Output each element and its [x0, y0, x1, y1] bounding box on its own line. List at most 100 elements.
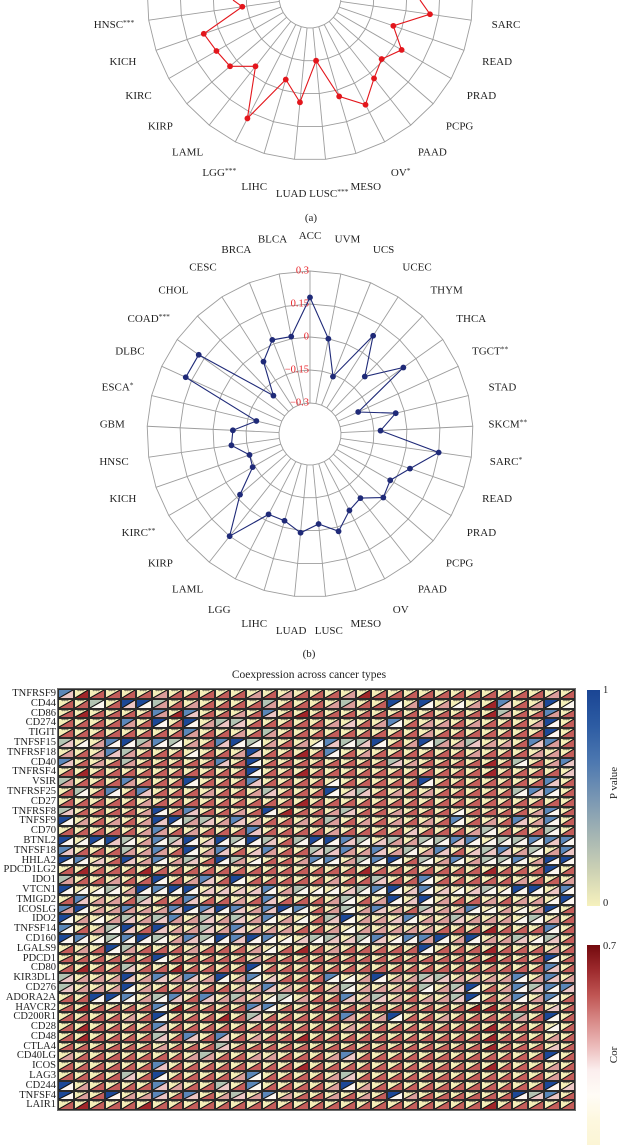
significance-stars: ***	[108, 845, 116, 852]
data-point	[200, 30, 207, 37]
heatmap-cell: ***	[340, 933, 356, 944]
significance-stars: ***	[327, 708, 335, 715]
significance-stars: ***	[546, 747, 555, 754]
significance-stars: ***	[233, 963, 241, 970]
grid-spoke	[148, 0, 280, 21]
heatmap-cell: ***	[293, 747, 309, 758]
significance-stars: ***	[155, 728, 163, 735]
heatmap-cell: ***	[512, 943, 529, 954]
significance-stars: ***	[531, 777, 539, 784]
significance-stars: ***	[249, 1022, 257, 1029]
significance-stars: ***	[531, 1031, 539, 1038]
heatmap-cell: ***	[355, 777, 372, 787]
significance-stars: ***	[531, 894, 539, 901]
heatmap-cell: ***	[214, 786, 231, 797]
significance-stars: ***	[280, 796, 288, 803]
heatmap-cell: ***	[199, 865, 215, 876]
heatmap-cell: ***	[340, 963, 356, 974]
significance-stars: ***	[280, 1002, 288, 1009]
significance-stars: ***	[296, 875, 304, 882]
heatmap-cell: ***	[496, 884, 513, 895]
heatmap-cell: ***	[496, 1051, 513, 1062]
heatmap-cell: ***	[340, 1022, 356, 1032]
heatmap-cell: ***	[136, 1061, 153, 1072]
heatmap-cell: ***	[105, 875, 121, 885]
heatmap-cell: ***	[449, 826, 466, 836]
significance-stars: ***	[484, 904, 492, 911]
significance-stars: ***	[499, 718, 508, 725]
significance-stars: ***	[170, 796, 179, 803]
significance-stars: ***	[296, 1041, 304, 1048]
significance-stars: ***	[452, 1012, 461, 1019]
heatmap-cell	[512, 992, 529, 1003]
heatmap-cell: ***	[559, 796, 576, 807]
heatmap-cell: ***	[183, 747, 200, 758]
heatmap-cell	[183, 1090, 200, 1101]
heatmap-cell: ***	[465, 1090, 482, 1101]
heatmap-cell	[340, 904, 356, 915]
heatmap-cell: ***	[261, 1041, 278, 1052]
significance-stars: ***	[202, 718, 210, 725]
heatmap-cell: ***	[277, 845, 294, 856]
heatmap-cell	[214, 1041, 231, 1052]
significance-stars: ***	[296, 718, 304, 725]
data-point	[357, 495, 364, 502]
heatmap-cell	[387, 835, 403, 846]
heatmap-cell: ***	[528, 698, 544, 709]
heatmap-cell: ***	[167, 1041, 184, 1052]
axis-label-kich: KICH	[109, 55, 136, 67]
heatmap-cell	[152, 884, 168, 895]
heatmap-cell: ***	[293, 1061, 309, 1072]
grid-spoke	[340, 437, 472, 458]
heatmap-cell: ***	[167, 757, 184, 768]
significance-stars: ***	[531, 757, 539, 764]
ring-tick-label: 0.3	[296, 265, 309, 276]
heatmap-cell: ***	[214, 767, 231, 778]
significance-stars: ***	[139, 728, 147, 735]
heatmap-cell	[465, 904, 482, 915]
heatmap-cell	[105, 1090, 121, 1101]
significance-stars: ***	[92, 728, 100, 735]
heatmap-cell: ***	[89, 1022, 106, 1032]
significance-stars: ***	[139, 1041, 147, 1048]
significance-stars: ***	[217, 875, 226, 882]
heatmap-cell: ***	[277, 806, 294, 817]
significance-stars: ***	[327, 884, 335, 891]
heatmap-cell: ***	[434, 747, 450, 758]
significance-stars: ***	[437, 963, 445, 970]
heatmap-cell	[543, 992, 560, 1003]
heatmap-cell: ***	[293, 796, 309, 807]
heatmap-cell: ***	[246, 982, 262, 993]
heatmap-cell	[324, 933, 341, 944]
significance-stars: ***	[202, 855, 210, 862]
significance-stars: ***	[139, 914, 147, 921]
heatmap-cell: ***	[167, 1012, 184, 1023]
heatmap-cell: ***	[481, 1041, 497, 1052]
heatmap-cell: ***	[58, 865, 74, 876]
heatmap-cell	[152, 855, 168, 866]
significance-stars: ***	[233, 884, 241, 891]
heatmap-cell	[543, 718, 560, 729]
heatmap-cell: ***	[214, 992, 231, 1003]
heatmap-cell: ***	[387, 904, 403, 915]
heatmap-cell	[152, 924, 168, 934]
significance-stars: ***	[531, 698, 539, 705]
significance-stars: ***	[374, 963, 382, 970]
significance-stars: ***	[92, 963, 100, 970]
heatmap-cell: ***	[136, 924, 153, 934]
significance-stars: ***	[327, 1071, 335, 1078]
heatmap-cell	[371, 875, 388, 885]
heatmap-cell: ***	[199, 708, 215, 719]
significance-stars: ***	[311, 1100, 320, 1107]
heatmap-cell: ***	[418, 1080, 435, 1091]
significance-stars: ***	[515, 728, 523, 735]
heatmap-cell: ***	[481, 806, 497, 817]
significance-stars: ***	[108, 904, 116, 911]
heatmap-cell	[120, 933, 137, 944]
heatmap-cell: ***	[230, 982, 247, 993]
significance-stars: ***	[217, 786, 226, 793]
heatmap-cell: ***	[73, 1071, 90, 1081]
significance-stars: ***	[170, 1061, 179, 1068]
significance-stars: ***	[499, 806, 508, 813]
heatmap-cell: ***	[73, 963, 90, 974]
